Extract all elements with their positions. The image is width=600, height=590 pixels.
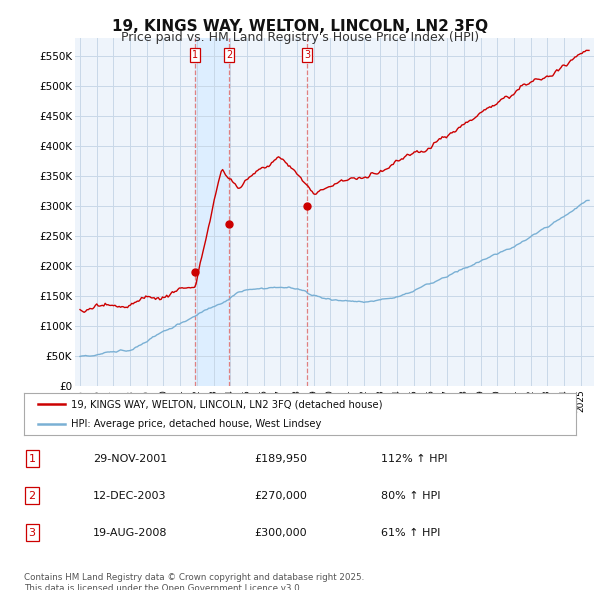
Text: 1: 1 xyxy=(192,50,199,60)
Text: Price paid vs. HM Land Registry's House Price Index (HPI): Price paid vs. HM Land Registry's House … xyxy=(121,31,479,44)
Text: HPI: Average price, detached house, West Lindsey: HPI: Average price, detached house, West… xyxy=(71,419,321,429)
Bar xyxy=(196,38,229,386)
Text: 61% ↑ HPI: 61% ↑ HPI xyxy=(380,527,440,537)
Text: 3: 3 xyxy=(29,527,35,537)
Text: 2: 2 xyxy=(226,50,232,60)
Text: £270,000: £270,000 xyxy=(254,491,307,500)
Text: Contains HM Land Registry data © Crown copyright and database right 2025.
This d: Contains HM Land Registry data © Crown c… xyxy=(24,573,364,590)
Text: £300,000: £300,000 xyxy=(254,527,307,537)
Text: 3: 3 xyxy=(304,50,311,60)
Text: 80% ↑ HPI: 80% ↑ HPI xyxy=(380,491,440,500)
Text: 12-DEC-2003: 12-DEC-2003 xyxy=(92,491,166,500)
Text: 29-NOV-2001: 29-NOV-2001 xyxy=(92,454,167,464)
Text: 19, KINGS WAY, WELTON, LINCOLN, LN2 3FQ: 19, KINGS WAY, WELTON, LINCOLN, LN2 3FQ xyxy=(112,19,488,34)
Text: £189,950: £189,950 xyxy=(254,454,307,464)
Text: 19-AUG-2008: 19-AUG-2008 xyxy=(92,527,167,537)
Text: 19, KINGS WAY, WELTON, LINCOLN, LN2 3FQ (detached house): 19, KINGS WAY, WELTON, LINCOLN, LN2 3FQ … xyxy=(71,399,382,409)
Text: 2: 2 xyxy=(29,491,36,500)
Text: 112% ↑ HPI: 112% ↑ HPI xyxy=(380,454,447,464)
Text: 1: 1 xyxy=(29,454,35,464)
